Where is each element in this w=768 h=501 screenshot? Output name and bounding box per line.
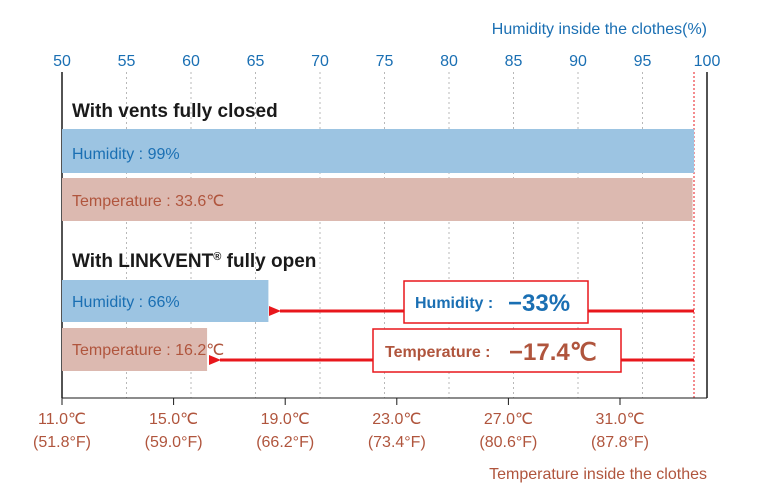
- top-tick-label: 70: [311, 53, 329, 70]
- group-title-open-tail: fully open: [221, 251, 316, 272]
- top-tick-label: 50: [53, 53, 71, 70]
- humidity-difference-callout: Humidity : −33%: [403, 280, 589, 324]
- bottom-tick-fahrenheit: (66.2°F): [256, 434, 314, 451]
- bottom-axis-title: Temperature inside the clothes: [489, 466, 707, 483]
- temperature-label-open: Temperature : 16.2℃: [72, 342, 224, 359]
- top-tick-label: 55: [118, 53, 136, 70]
- group-title-open-main: With LINKVENT: [72, 251, 214, 272]
- top-tick-label: 90: [569, 53, 587, 70]
- bottom-tick-celsius: 11.0℃: [38, 411, 86, 428]
- bottom-tick-celsius: 15.0℃: [149, 411, 198, 428]
- top-tick-label: 75: [376, 53, 394, 70]
- bottom-axis-ticks: 11.0℃ (51.8°F) 15.0℃ (59.0°F) 19.0℃ (66.2°F) 2…: [33, 398, 649, 451]
- top-tick-label: 60: [182, 53, 200, 70]
- top-axis-title: Humidity inside the clothes(%): [492, 21, 707, 38]
- bottom-tick-fahrenheit: (73.4°F): [368, 434, 426, 451]
- humidity-bar-open: [62, 280, 269, 322]
- bottom-tick-celsius: 27.0℃: [484, 411, 533, 428]
- temperature-difference-value: −17.4℃: [509, 339, 597, 366]
- top-axis-ticks: 50 55 60 65 70 75 80 85 90 95 100: [53, 53, 720, 70]
- bottom-tick-fahrenheit: (59.0°F): [145, 434, 203, 451]
- temperature-bar-open: [62, 328, 208, 371]
- humidity-label-closed: Humidity : 99%: [72, 146, 180, 163]
- top-tick-label: 100: [694, 53, 721, 70]
- top-tick-label: 80: [440, 53, 458, 70]
- top-tick-label: 95: [634, 53, 652, 70]
- temperature-difference-label: Temperature :: [385, 344, 491, 361]
- humidity-difference-label: Humidity :: [415, 295, 493, 312]
- temperature-difference-callout: Temperature : −17.4℃: [372, 328, 622, 373]
- humidity-label-open: Humidity : 66%: [72, 294, 180, 311]
- top-tick-label: 65: [247, 53, 265, 70]
- humidity-bar-closed: [62, 129, 695, 173]
- bottom-tick-fahrenheit: (87.8°F): [591, 434, 649, 451]
- group-title-closed: With vents fully closed: [72, 101, 278, 122]
- bottom-tick-celsius: 19.0℃: [261, 411, 310, 428]
- registered-mark: ®: [213, 251, 221, 263]
- temperature-bar-closed: [62, 178, 693, 221]
- group-title-open: With LINKVENT® fully open: [72, 251, 316, 272]
- humidity-difference-value: −33%: [508, 290, 570, 317]
- bottom-tick-celsius: 31.0℃: [595, 411, 644, 428]
- temperature-label-closed: Temperature : 33.6℃: [72, 193, 224, 210]
- bottom-tick-fahrenheit: (80.6°F): [479, 434, 537, 451]
- bottom-tick-celsius: 23.0℃: [372, 411, 421, 428]
- top-tick-label: 85: [505, 53, 523, 70]
- bottom-tick-fahrenheit: (51.8°F): [33, 434, 91, 451]
